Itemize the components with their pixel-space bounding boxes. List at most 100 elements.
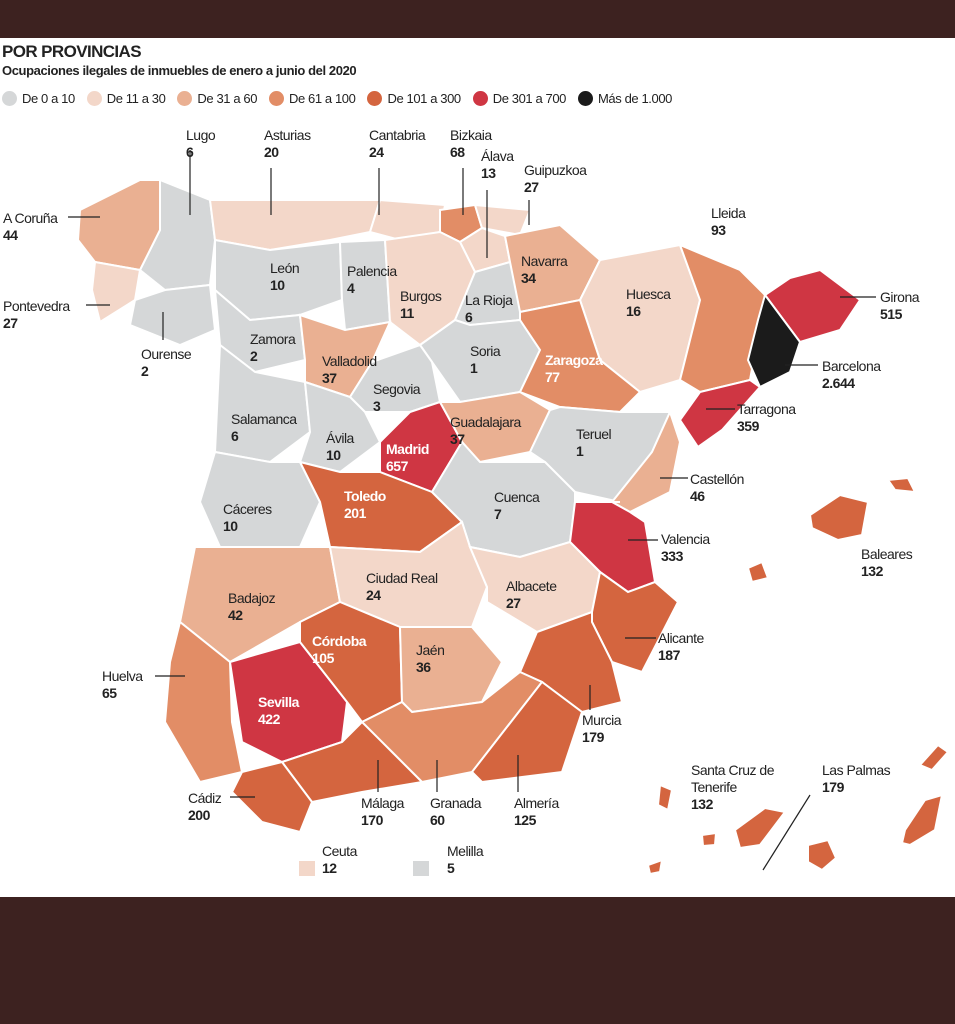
province-value: 24 <box>369 144 384 160</box>
province-value: 10 <box>223 518 238 534</box>
label-huesca: Huesca 16 <box>626 286 671 320</box>
legend: De 0 a 10 De 11 a 30 De 31 a 60 De 61 a 100… <box>2 91 672 106</box>
label-guipuzkoa: Guipuzkoa 27 <box>524 162 587 196</box>
spain-province-map <box>68 150 950 878</box>
province-name: Albacete <box>506 578 557 594</box>
province-melilla <box>411 859 431 878</box>
province-name: Toledo <box>344 488 386 504</box>
province-name: Guadalajara <box>450 414 521 430</box>
label-castellon: Castellón 46 <box>690 471 744 505</box>
province-name: Bizkaia <box>450 127 492 143</box>
province-value: 6 <box>231 428 239 444</box>
label-melilla: Melilla 5 <box>447 843 484 877</box>
province-name: Málaga <box>361 795 404 811</box>
province-value: 132 <box>691 796 713 812</box>
province-name: Tarragona <box>737 401 796 417</box>
province-value: 3 <box>373 398 381 414</box>
province-name: Santa Cruz de Tenerife <box>691 762 775 795</box>
province-name: Badajoz <box>228 590 276 606</box>
legend-swatch <box>2 91 17 106</box>
label-leon: León 10 <box>270 260 300 294</box>
province-almeria <box>470 680 584 784</box>
legend-swatch <box>578 91 593 106</box>
province-name: Valladolid <box>322 353 377 369</box>
legend-swatch <box>177 91 193 106</box>
legend-item: De 61 a 100 <box>269 91 356 106</box>
legend-swatch <box>86 91 102 106</box>
legend-item: Más de 1.000 <box>578 91 672 106</box>
label-avila: Ávila 10 <box>326 430 354 464</box>
province-value: 657 <box>386 458 408 474</box>
province-avila <box>298 380 382 474</box>
label-alava: Álava 13 <box>481 148 514 182</box>
province-name: Baleares <box>861 546 913 562</box>
label-las-palmas: Las Palmas 179 <box>822 762 891 796</box>
label-tarragona: Tarragona 359 <box>737 401 796 435</box>
label-badajoz: Badajoz 42 <box>228 590 276 624</box>
province-name: Lugo <box>186 127 216 143</box>
province-name: Castellón <box>690 471 744 487</box>
province-ourense <box>128 283 217 347</box>
province-name: Granada <box>430 795 481 811</box>
province-value: 359 <box>737 418 759 434</box>
province-huelva <box>163 620 244 784</box>
label-a-coruna: A Coruña 44 <box>3 210 58 244</box>
province-value: 77 <box>545 369 560 385</box>
map-panel: POR PROVINCIAS Ocupaciones ilegales de i… <box>0 38 955 897</box>
legend-label: De 31 a 60 <box>197 91 258 106</box>
province-name: Segovia <box>373 381 421 397</box>
province-value: 7 <box>494 506 502 522</box>
legend-item: De 31 a 60 <box>177 91 257 106</box>
legend-label: De 61 a 100 <box>289 91 356 106</box>
province-value: 132 <box>861 563 883 579</box>
label-ceuta: Ceuta 12 <box>322 843 357 877</box>
label-granada: Granada 60 <box>430 795 481 829</box>
province-name: Córdoba <box>312 633 367 649</box>
province-value: 125 <box>514 812 536 828</box>
label-murcia: Murcia 179 <box>582 712 622 746</box>
label-cordoba: Córdoba 105 <box>312 633 367 667</box>
province-value: 65 <box>102 685 117 701</box>
label-soria: Soria 1 <box>470 343 501 377</box>
province-value: 60 <box>430 812 445 828</box>
label-la-rioja: La Rioja 6 <box>465 292 513 326</box>
province-name: A Coruña <box>3 210 58 226</box>
province-tarragona <box>678 378 762 449</box>
label-navarra: Navarra 34 <box>521 253 568 287</box>
label-ciudad-real: Ciudad Real 24 <box>366 570 438 604</box>
label-teruel: Teruel 1 <box>576 426 612 460</box>
province-name: Soria <box>470 343 501 359</box>
label-malaga: Málaga 170 <box>361 795 404 829</box>
label-cantabria: Cantabria 24 <box>369 127 426 161</box>
province-name: Teruel <box>576 426 612 442</box>
province-name: Lleida <box>711 205 746 221</box>
province-value: 6 <box>465 309 473 325</box>
province-value: 37 <box>450 431 465 447</box>
province-name: Cádiz <box>188 790 222 806</box>
province-value: 201 <box>344 505 366 521</box>
province-value: 10 <box>270 277 285 293</box>
province-value: 4 <box>347 280 355 296</box>
province-name: Huesca <box>626 286 671 302</box>
province-value: 44 <box>3 227 18 243</box>
province-value: 515 <box>880 306 902 322</box>
province-las-palmas <box>900 793 944 847</box>
label-sevilla: Sevilla 422 <box>258 694 299 728</box>
province-ceuta <box>297 859 317 878</box>
province-name: Madrid <box>386 441 429 457</box>
label-santa-cruz-de-tenerife: Santa Cruz de Tenerife 132 <box>691 762 781 813</box>
label-valencia: Valencia 333 <box>661 531 710 565</box>
province-value: 27 <box>506 595 521 611</box>
label-barcelona: Barcelona 2.644 <box>822 358 881 392</box>
province-name: Jaén <box>416 642 445 658</box>
province-name: Cáceres <box>223 501 272 517</box>
province-value: 5 <box>447 860 455 876</box>
province-santa-cruz-de-tenerife <box>646 858 664 876</box>
province-value: 105 <box>312 650 334 666</box>
legend-label: Más de 1.000 <box>598 91 672 106</box>
province-name: Murcia <box>582 712 622 728</box>
province-name: Navarra <box>521 253 568 269</box>
label-asturias: Asturias 20 <box>264 127 311 161</box>
province-name: Pontevedra <box>3 298 70 314</box>
province-value: 20 <box>264 144 279 160</box>
